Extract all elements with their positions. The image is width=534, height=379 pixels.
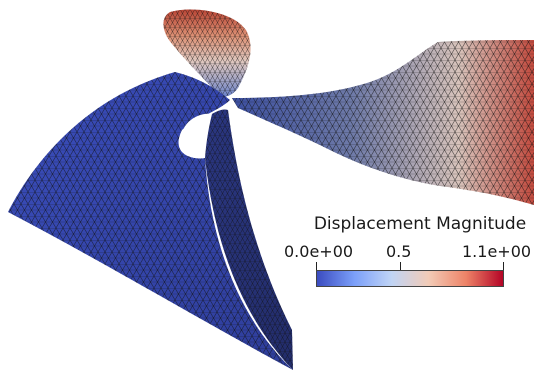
mesh-hole xyxy=(180,113,212,159)
colorbar-legend: Displacement Magnitude 0.0e+00 0.5 1.1e+… xyxy=(284,214,534,294)
colorbar-title: Displacement Magnitude xyxy=(313,214,527,234)
right-wing xyxy=(232,40,534,205)
colorbar-gradient xyxy=(316,270,504,287)
left-sheet xyxy=(8,72,293,370)
top-lobe xyxy=(163,9,251,97)
colorbar-mid-label: 0.5 xyxy=(386,242,412,261)
vertical-wall xyxy=(205,109,293,371)
colorbar-tick-max xyxy=(503,262,504,271)
colorbar-max-label: 1.1e+00 xyxy=(462,242,532,261)
colorbar-tick-mid xyxy=(400,262,401,271)
colorbar-min-label: 0.0e+00 xyxy=(284,242,354,261)
colorbar-tick-min xyxy=(316,262,317,271)
